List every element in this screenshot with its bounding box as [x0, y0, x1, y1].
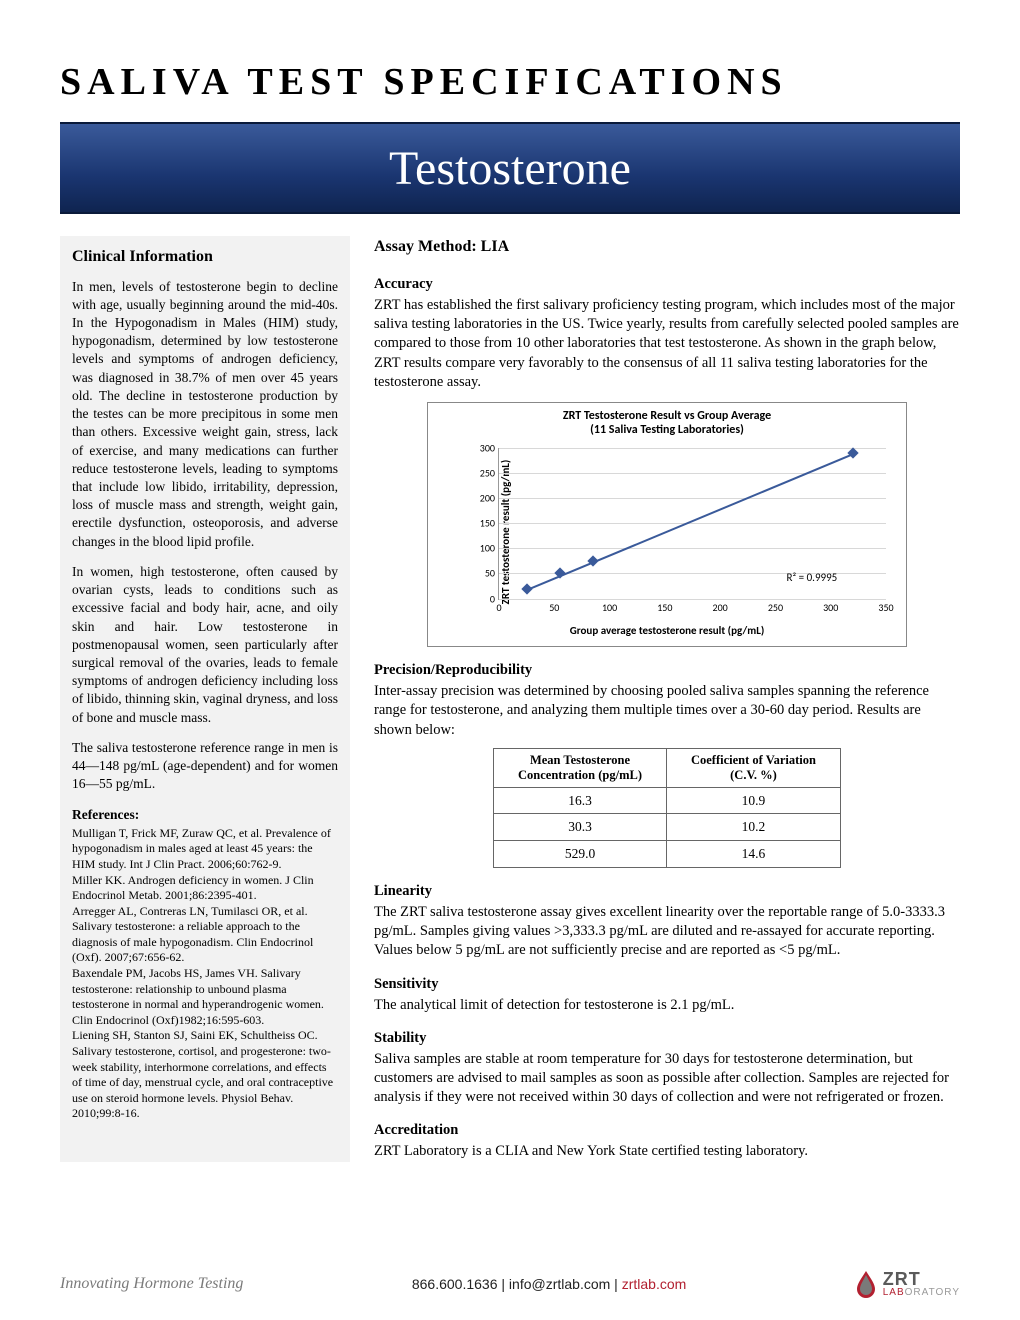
table-row: 16.310.9 — [494, 787, 841, 814]
chart-marker — [587, 555, 598, 566]
clinical-p3: The saliva testosterone reference range … — [72, 739, 338, 794]
footer-tagline: Innovating Hormone Testing — [60, 1275, 243, 1293]
banner: Testosterone — [60, 122, 960, 214]
sensitivity-heading: Sensitivity — [374, 975, 960, 994]
footer-phone: 866.600.1636 — [412, 1276, 498, 1292]
table-row: 30.310.2 — [494, 814, 841, 841]
chart-xtick: 0 — [496, 601, 501, 614]
table-cell: 10.9 — [666, 787, 840, 814]
chart-xtick: 150 — [657, 601, 672, 614]
precision-heading: Precision/Reproducibility — [374, 661, 960, 680]
accreditation-body: ZRT Laboratory is a CLIA and New York St… — [374, 1142, 960, 1161]
chart-ytick: 150 — [471, 517, 495, 530]
references-heading: References: — [72, 806, 338, 824]
accuracy-body: ZRT has established the first salivary p… — [374, 296, 960, 392]
chart-marker — [521, 583, 532, 594]
table-cell: 10.2 — [666, 814, 840, 841]
footer-contact: 866.600.1636 | info@zrtlab.com | zrtlab.… — [412, 1276, 686, 1292]
chart-ytick: 300 — [471, 441, 495, 454]
references-body: Mulligan T, Frick MF, Zuraw QC, et al. P… — [72, 826, 338, 1122]
footer: Innovating Hormone Testing 866.600.1636 … — [60, 1270, 960, 1298]
linearity-body: The ZRT saliva testosterone assay gives … — [374, 903, 960, 960]
chart-xtick: 50 — [549, 601, 559, 614]
table-cell: 529.0 — [494, 841, 667, 868]
footer-site: zrtlab.com — [622, 1276, 687, 1292]
chart-xtick: 350 — [878, 601, 893, 614]
stability-heading: Stability — [374, 1029, 960, 1048]
footer-email: info@zrtlab.com — [509, 1276, 610, 1292]
table-cell: 30.3 — [494, 814, 667, 841]
logo-text-top: ZRT — [883, 1271, 960, 1287]
chart-xtick: 100 — [602, 601, 617, 614]
accuracy-chart: ZRT Testosterone Result vs Group Average… — [427, 402, 907, 647]
chart-title-1: ZRT Testosterone Result vs Group Average — [438, 409, 896, 423]
table-row: 529.014.6 — [494, 841, 841, 868]
accreditation-heading: Accreditation — [374, 1121, 960, 1140]
chart-ytick: 50 — [471, 567, 495, 580]
logo-text-bottom: LABORATORY — [883, 1288, 960, 1297]
table-header: Coefficient of Variation(C.V. %) — [666, 748, 840, 787]
zrt-logo: ZRT LABORATORY — [855, 1270, 960, 1298]
accuracy-heading: Accuracy — [374, 275, 960, 294]
chart-xtick: 200 — [713, 601, 728, 614]
chart-ytick: 100 — [471, 542, 495, 555]
chart-xtick: 250 — [768, 601, 783, 614]
page-title: SALIVA TEST SPECIFICATIONS — [60, 60, 960, 104]
chart-ytick: 250 — [471, 466, 495, 479]
chart-ytick: 200 — [471, 491, 495, 504]
table-cell: 16.3 — [494, 787, 667, 814]
linearity-heading: Linearity — [374, 882, 960, 901]
clinical-p1: In men, levels of testosterone begin to … — [72, 278, 338, 551]
precision-body: Inter-assay precision was determined by … — [374, 682, 960, 739]
table-cell: 14.6 — [666, 841, 840, 868]
chart-rsq-label: R² = 0.9995 — [786, 571, 837, 586]
assay-method-heading: Assay Method: LIA — [374, 236, 960, 257]
chart-xtick: 300 — [823, 601, 838, 614]
precision-table: Mean TestosteroneConcentration (pg/mL)Co… — [493, 748, 841, 868]
stability-body: Saliva samples are stable at room temper… — [374, 1050, 960, 1107]
clinical-p2: In women, high testosterone, often cause… — [72, 563, 338, 727]
table-header: Mean TestosteroneConcentration (pg/mL) — [494, 748, 667, 787]
droplet-icon — [855, 1270, 877, 1298]
sidebar-clinical-info: Clinical Information In men, levels of t… — [60, 236, 350, 1162]
clinical-info-heading: Clinical Information — [72, 246, 338, 268]
sensitivity-body: The analytical limit of detection for te… — [374, 996, 960, 1015]
chart-title-2: (11 Saliva Testing Laboratories) — [438, 423, 896, 437]
chart-xlabel: Group average testosterone result (pg/mL… — [438, 624, 896, 639]
chart-plot-area: 050100150200250300050100150200250300350R… — [498, 448, 886, 600]
chart-marker — [847, 447, 858, 458]
chart-ytick: 0 — [471, 592, 495, 605]
banner-text: Testosterone — [389, 141, 631, 196]
main-content: Assay Method: LIA Accuracy ZRT has estab… — [374, 236, 960, 1162]
